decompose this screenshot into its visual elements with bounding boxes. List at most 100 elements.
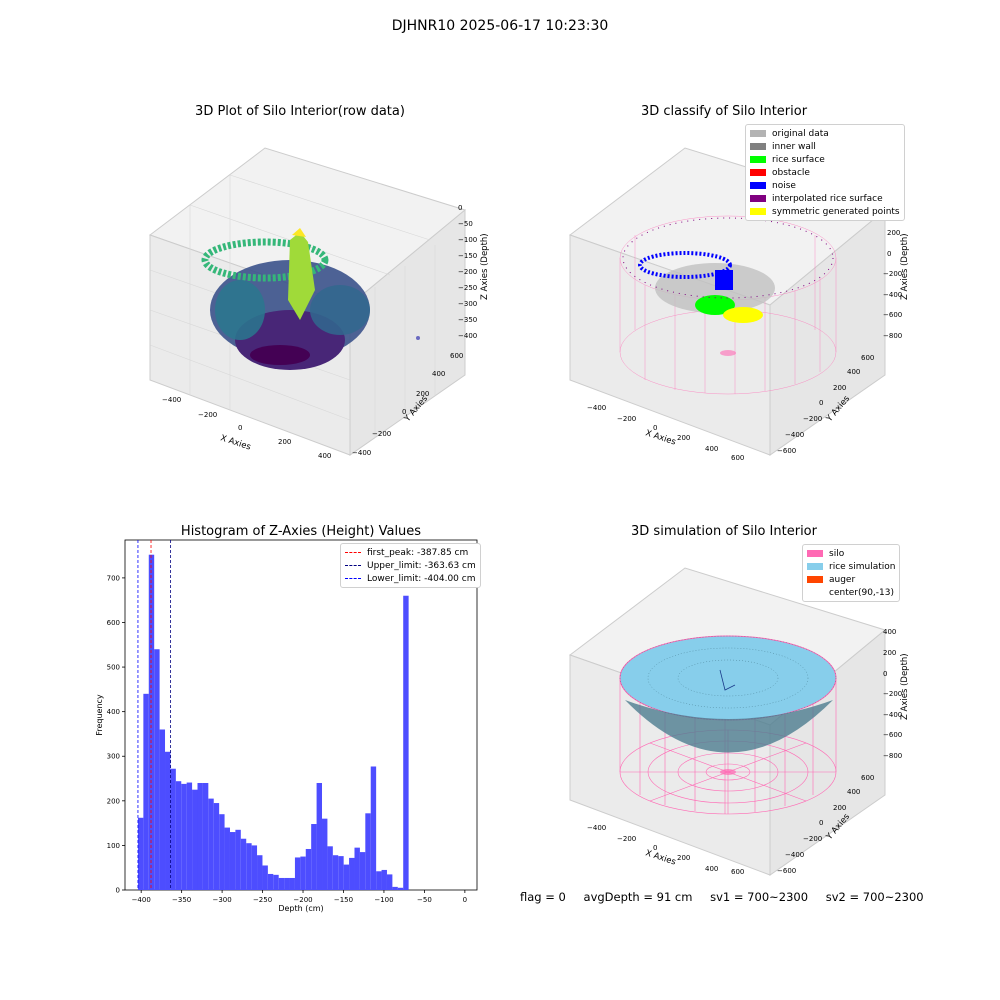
p1-ztick-6: −300 bbox=[458, 300, 477, 308]
p1-ytick-0: −400 bbox=[352, 449, 371, 457]
legend-label: rice simulation bbox=[829, 561, 896, 572]
legend-item-rice-simulation: rice simulation bbox=[807, 560, 895, 573]
histogram-bar bbox=[316, 782, 323, 890]
histogram-bar bbox=[213, 803, 220, 890]
x-tick-label: −300 bbox=[212, 896, 231, 904]
p1-xtick-0: −400 bbox=[162, 396, 181, 404]
legend-item-lower-limit: Lower_limit: -404.00 cm bbox=[345, 572, 476, 585]
p2-ytick-3: 0 bbox=[819, 399, 823, 407]
p4-zlabel: Z Axies (Depth) bbox=[900, 653, 910, 720]
p1-ztick-0: 0 bbox=[458, 204, 462, 212]
histogram-bar bbox=[219, 814, 225, 890]
panel4-ticks: −400 −200 0 200 400 600 −600 −400 −200 0… bbox=[587, 628, 902, 876]
p2-xtick-4: 400 bbox=[705, 445, 718, 453]
legend-label: Upper_limit: -363.63 cm bbox=[367, 560, 476, 571]
p2-ytick-1: −400 bbox=[785, 431, 804, 439]
histogram-xlabel: Depth (cm) bbox=[278, 904, 323, 913]
x-tick-label: −50 bbox=[417, 896, 432, 904]
histogram-bar bbox=[386, 874, 393, 890]
histogram-marker-lines bbox=[137, 540, 172, 890]
histogram-bar bbox=[251, 845, 258, 890]
legend-swatch bbox=[750, 130, 766, 137]
panel4-title: 3D simulation of Silo Interior bbox=[631, 524, 817, 539]
x-tick-label: 0 bbox=[463, 896, 467, 904]
p4-ztick-0: 400 bbox=[883, 628, 896, 636]
p2-ytick-4: 200 bbox=[833, 384, 846, 392]
histogram-bar bbox=[403, 595, 409, 890]
p4-ztick-5: −600 bbox=[883, 731, 902, 739]
avg-depth-text: avgDepth = 91 cm bbox=[583, 890, 693, 904]
legend-label: original data bbox=[772, 128, 829, 139]
panel2-3d-plot: −400 −200 0 200 400 600 −600 −400 −200 0… bbox=[568, 147, 910, 462]
histogram-bar bbox=[202, 782, 209, 890]
histogram-bar bbox=[376, 871, 382, 890]
legend-swatch bbox=[750, 143, 766, 150]
panel1-point-cloud bbox=[201, 228, 420, 370]
p4-ztick-6: −800 bbox=[883, 752, 902, 760]
figure-title: DJHNR10 2025-06-17 10:23:30 bbox=[391, 18, 609, 34]
p2-ztick-1: 200 bbox=[887, 229, 900, 237]
p2-xtick-2: 0 bbox=[653, 424, 657, 432]
histogram-bar bbox=[343, 864, 350, 890]
p4-ytick-4: 200 bbox=[833, 804, 846, 812]
p2-ytick-5: 400 bbox=[847, 368, 860, 376]
panel4-legend: silo rice simulation auger center(90,-13… bbox=[802, 544, 901, 602]
legend-label: noise bbox=[772, 180, 796, 191]
histogram-bar bbox=[208, 798, 214, 890]
p1-ztick-8: −400 bbox=[458, 332, 477, 340]
legend-swatch bbox=[750, 169, 766, 176]
histogram-bar bbox=[332, 855, 339, 890]
histogram-bar bbox=[322, 818, 328, 890]
p4-ytick-3: 0 bbox=[819, 819, 823, 827]
histogram-bar bbox=[235, 829, 241, 890]
histogram-bar bbox=[197, 782, 203, 890]
p4-ztick-1: 200 bbox=[883, 649, 896, 657]
histogram-bar bbox=[224, 827, 230, 890]
x-tick-label: −350 bbox=[172, 896, 191, 904]
histogram-bar bbox=[165, 751, 171, 890]
y-tick-label: 0 bbox=[116, 887, 120, 895]
p4-ytick-6: 600 bbox=[861, 774, 874, 782]
y-tick-label: 300 bbox=[107, 753, 120, 761]
p1-zlabel: Z Axies (Depth) bbox=[480, 233, 490, 300]
p1-ztick-4: −200 bbox=[458, 268, 477, 276]
legend-item-silo: silo bbox=[807, 547, 895, 560]
histogram-bar bbox=[327, 846, 333, 890]
y-tick-label: 400 bbox=[107, 708, 120, 716]
legend-line bbox=[345, 552, 361, 553]
p1-xtick-2: 0 bbox=[238, 424, 242, 432]
p1-xlabel: X Axies bbox=[219, 433, 252, 452]
p2-ytick-6: 600 bbox=[861, 354, 874, 362]
y-tick-label: 500 bbox=[107, 664, 120, 672]
histogram-bar bbox=[273, 874, 279, 890]
histogram-bar bbox=[175, 781, 182, 890]
histogram-bar bbox=[186, 782, 193, 890]
histogram-bar bbox=[370, 766, 377, 890]
x-tick-label: −150 bbox=[334, 896, 353, 904]
p1-ytick-4: 400 bbox=[432, 370, 445, 378]
histogram-bar bbox=[338, 856, 344, 890]
p1-ztick-2: −100 bbox=[458, 236, 477, 244]
sv1-text: sv1 = 700~2300 bbox=[710, 890, 809, 904]
panel1-title: 3D Plot of Silo Interior(row data) bbox=[195, 104, 405, 119]
y-tick-label: 600 bbox=[107, 619, 120, 627]
legend-item-inner-wall: inner wall bbox=[750, 140, 900, 153]
histogram-bar bbox=[359, 852, 366, 890]
legend-label: interpolated rice surface bbox=[772, 193, 883, 204]
panel3-legend: first_peak: -387.85 cm Upper_limit: -363… bbox=[340, 543, 481, 588]
panel1-ticks: −400 −200 0 200 400 −400 −200 0 200 400 … bbox=[162, 204, 477, 460]
legend-item-first-peak: first_peak: -387.85 cm bbox=[345, 546, 476, 559]
legend-item-original-data: original data bbox=[750, 127, 900, 140]
histogram-bar bbox=[267, 873, 274, 890]
p1-ztick-5: −250 bbox=[458, 284, 477, 292]
p2-ztick-6: −800 bbox=[883, 332, 902, 340]
histogram-bars bbox=[137, 554, 409, 890]
p2-xlabel: X Axies bbox=[644, 428, 677, 447]
histogram-bar bbox=[229, 832, 236, 890]
legend-swatch bbox=[750, 182, 766, 189]
legend-label: obstacle bbox=[772, 167, 810, 178]
p4-ztick-2: 0 bbox=[883, 670, 887, 678]
histogram-bar bbox=[278, 877, 285, 890]
sv2-text: sv2 = 700~2300 bbox=[825, 890, 924, 904]
p2-xtick-1: −200 bbox=[617, 415, 636, 423]
